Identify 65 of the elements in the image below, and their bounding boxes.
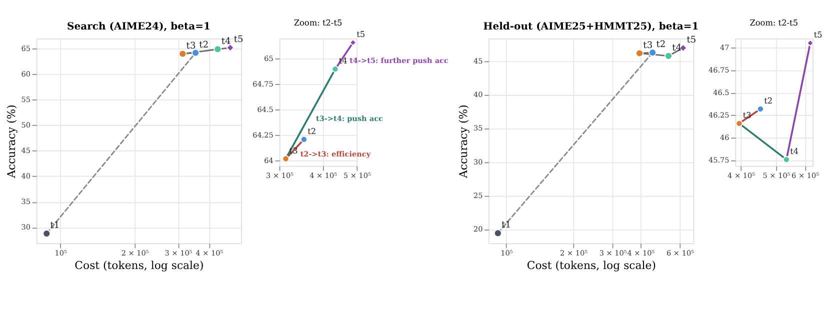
y-tick-label: 60 bbox=[21, 70, 31, 79]
x-tick-label: 6 × 10⁵ bbox=[792, 171, 820, 180]
y-tick-label: 64.75 bbox=[252, 80, 274, 89]
chart-title: Zoom: t2-t5 bbox=[750, 18, 798, 28]
y-tick-label: 65 bbox=[21, 44, 31, 53]
y-tick-label: 46.25 bbox=[708, 110, 730, 120]
y-tick-label: 45 bbox=[473, 56, 484, 66]
x-tick-label: 10⁵ bbox=[54, 248, 67, 258]
x-tick-label: 3 × 10⁵ bbox=[164, 248, 192, 258]
y-tick-label: 40 bbox=[473, 90, 484, 100]
annotation: t5 bbox=[356, 29, 366, 40]
annotation: t3 bbox=[289, 145, 298, 156]
x-tick-label: 4 × 10⁵ bbox=[627, 248, 655, 258]
annotation: t3 bbox=[742, 110, 752, 120]
annotation: t5 bbox=[234, 35, 244, 46]
annotation: t3 bbox=[186, 41, 196, 52]
chart-title: Search (AIME24), beta=1 bbox=[67, 21, 210, 32]
y-tick-label: 30 bbox=[21, 222, 31, 232]
x-tick-label: 4 × 10⁵ bbox=[310, 171, 338, 180]
y-tick-label: 46.75 bbox=[708, 65, 730, 74]
annotation: t4 bbox=[221, 36, 231, 47]
annotation: t5 bbox=[814, 30, 822, 40]
y-tick-label: 50 bbox=[21, 120, 31, 130]
annotation: t2 bbox=[656, 40, 666, 50]
x-tick-label: 3 × 10⁵ bbox=[266, 171, 294, 180]
chart-title: Held-out (AIME25+HMMT25), beta=1 bbox=[483, 22, 699, 33]
y-tick-label: 45.75 bbox=[708, 156, 730, 165]
y-tick-label: 45 bbox=[21, 146, 31, 156]
annotation: t5 bbox=[686, 35, 696, 46]
x-axis-title: Cost (tokens, log scale) bbox=[526, 259, 656, 272]
y-tick-label: 47 bbox=[720, 42, 730, 52]
annotation: t4 bbox=[672, 43, 682, 54]
y-tick-label: 30 bbox=[473, 157, 484, 166]
y-axis-title: Accuracy (%) bbox=[4, 104, 18, 180]
x-tick-label: 5 × 10⁵ bbox=[343, 171, 371, 180]
y-tick-label: 64.25 bbox=[252, 130, 274, 140]
annotation: t2 bbox=[308, 126, 316, 136]
y-tick-label: 46.5 bbox=[713, 88, 730, 97]
y-tick-label: 40 bbox=[21, 172, 31, 181]
y-tick-label: 20 bbox=[473, 224, 484, 234]
y-tick-label: 65 bbox=[264, 54, 274, 64]
y-axis-title: Accuracy (%) bbox=[457, 104, 470, 180]
y-tick-label: 55 bbox=[21, 95, 31, 104]
annotation: t1 bbox=[502, 220, 511, 231]
x-tick-label: 4 × 10⁵ bbox=[728, 171, 756, 180]
x-tick-label: 2 × 10⁵ bbox=[121, 248, 149, 258]
annotation: t1 bbox=[50, 221, 60, 232]
annotation: t2 bbox=[764, 96, 773, 106]
x-tick-label: 6 × 10⁵ bbox=[666, 248, 694, 258]
x-tick-label: 10⁵ bbox=[500, 248, 513, 258]
annotation: t3 bbox=[643, 40, 653, 51]
y-tick-label: 64 bbox=[264, 156, 274, 166]
y-tick-label: 35 bbox=[473, 124, 484, 133]
x-tick-label: 3 × 10⁵ bbox=[599, 248, 627, 258]
y-tick-label: 25 bbox=[473, 190, 484, 200]
annotation: t2 bbox=[199, 40, 209, 50]
y-tick-label: 46 bbox=[720, 133, 730, 142]
annotation: t4 bbox=[790, 146, 799, 156]
x-tick-label: 2 × 10⁵ bbox=[560, 248, 588, 258]
x-tick-label: 5 × 10⁵ bbox=[762, 171, 790, 180]
chart-title: Zoom: t2-t5 bbox=[294, 17, 342, 28]
x-axis-title: Cost (tokens, log scale) bbox=[74, 259, 204, 272]
x-tick-label: 4 × 10⁵ bbox=[196, 248, 224, 258]
y-tick-label: 64.5 bbox=[257, 105, 274, 114]
y-tick-label: 35 bbox=[21, 197, 31, 206]
